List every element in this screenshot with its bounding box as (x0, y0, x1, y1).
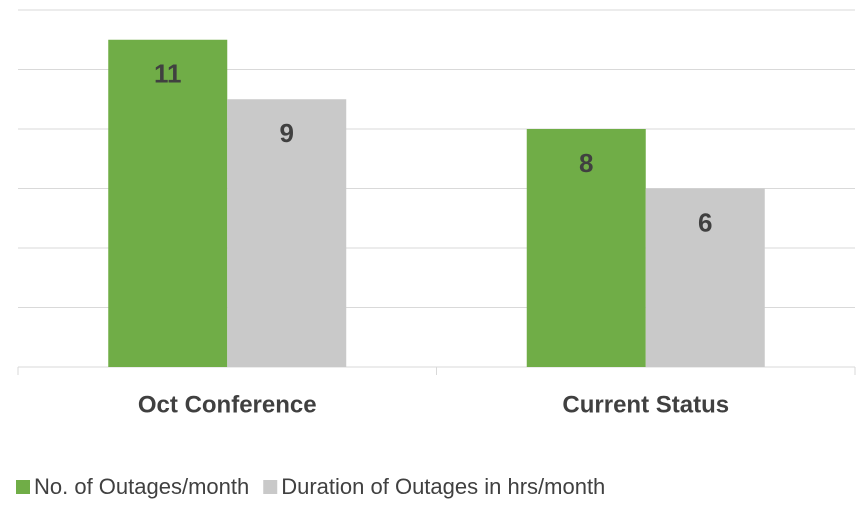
legend-label: No. of Outages/month (34, 474, 249, 499)
bar (645, 188, 765, 367)
bar (108, 39, 228, 367)
data-label: 8 (579, 148, 593, 178)
x-tick-label: Oct Conference (138, 391, 317, 418)
legend-swatch (16, 480, 30, 494)
legend-label: Duration of Outages in hrs/month (281, 474, 605, 499)
data-label: 11 (154, 59, 182, 89)
bar (526, 129, 646, 367)
bar (227, 99, 347, 367)
legend-swatch (263, 480, 278, 494)
data-label: 6 (698, 207, 712, 237)
data-label: 9 (280, 118, 294, 148)
x-tick-label: Current Status (562, 391, 729, 418)
